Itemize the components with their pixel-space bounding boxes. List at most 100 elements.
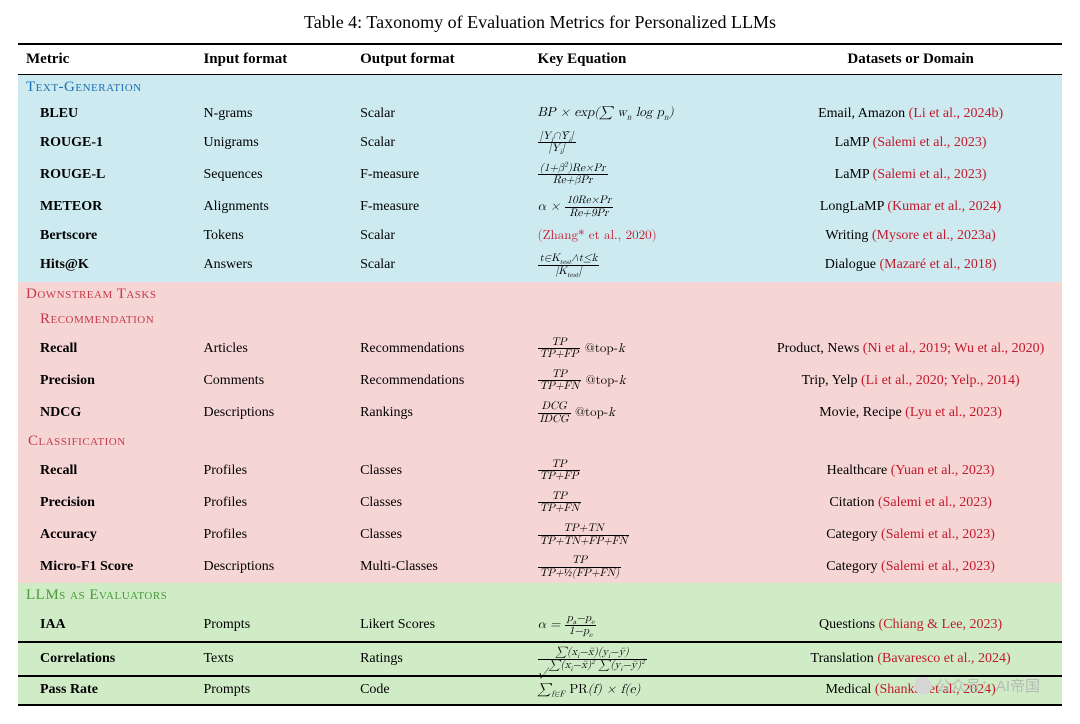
section-label-downstream: Downstream Tasks <box>18 282 1062 308</box>
output-format: Classes <box>352 519 529 551</box>
citation: (Chiang & Lee, 2023) <box>879 617 1003 632</box>
col-equation: Key Equation <box>530 44 760 75</box>
metric-name: Accuracy <box>18 519 195 551</box>
metric-name: Hits@K <box>18 249 195 281</box>
input-format: Profiles <box>195 519 352 551</box>
metrics-table: Metric Input format Output format Key Eq… <box>18 43 1062 706</box>
output-format: Rankings <box>352 397 529 429</box>
key-equation: α = pa−pe1−pe <box>530 609 760 642</box>
col-output: Output format <box>352 44 529 75</box>
metric-name: ROUGE-1 <box>18 127 195 159</box>
output-format: Code <box>352 676 529 704</box>
citation: (Mysore et al., 2023a) <box>872 228 996 243</box>
rows-classification: RecallProfilesClassesTPTP+FPHealthcare (… <box>18 455 1062 584</box>
datasets-domain: Trip, Yelp (Li et al., 2020; Yelp., 2014… <box>759 365 1062 397</box>
table-row: Micro-F1 ScoreDescriptionsMulti-ClassesT… <box>18 551 1062 583</box>
citation: (Li et al., 2024b) <box>909 106 1003 121</box>
key-equation: TPTP+FP <box>530 455 760 487</box>
datasets-domain: Translation (Bavaresco et al., 2024) <box>759 642 1062 676</box>
output-format: Scalar <box>352 127 529 159</box>
citation: (Mazaré et al., 2018) <box>880 257 997 272</box>
output-format: F-measure <box>352 191 529 223</box>
metric-name: Precision <box>18 487 195 519</box>
key-equation: DCGIDCG @top-k <box>530 397 760 429</box>
citation: (Ni et al., 2019; Wu et al., 2020) <box>863 341 1045 356</box>
output-format: Recommendations <box>352 333 529 365</box>
key-equation: ∑(xi−x̄)(yi−ȳ)√∑(xi−x̄)2 ∑(yi−ȳ)2 <box>530 642 760 676</box>
input-format: N-grams <box>195 101 352 127</box>
metric-name: Recall <box>18 455 195 487</box>
table-row: Pass RatePromptsCode∑f∈F PR(f) × f(e)Med… <box>18 676 1062 704</box>
datasets-domain: Product, News (Ni et al., 2019; Wu et al… <box>759 333 1062 365</box>
col-datasets: Datasets or Domain <box>759 44 1062 75</box>
table-row: BLEUN-gramsScalarBP × exp(∑ wn log pn)Em… <box>18 101 1062 127</box>
wechat-icon <box>914 677 932 695</box>
datasets-domain: Writing (Mysore et al., 2023a) <box>759 223 1062 249</box>
input-format: Prompts <box>195 609 352 642</box>
metric-name: Correlations <box>18 642 195 676</box>
key-equation: TPTP+FN @top-k <box>530 365 760 397</box>
rows-text-generation: BLEUN-gramsScalarBP × exp(∑ wn log pn)Em… <box>18 101 1062 282</box>
metric-name: Pass Rate <box>18 676 195 704</box>
metric-name: Recall <box>18 333 195 365</box>
section-classification: Classification <box>18 429 1062 455</box>
citation: (Salemi et al., 2023) <box>878 495 992 510</box>
table-row: Hits@KAnswersScalart∈Ktest∧t≤k|Ktest|Dia… <box>18 249 1062 281</box>
key-equation: TPTP+FN <box>530 487 760 519</box>
col-metric: Metric <box>18 44 195 75</box>
citation: (Salemi et al., 2023) <box>881 559 995 574</box>
metric-name: METEOR <box>18 191 195 223</box>
metric-name: ROUGE-L <box>18 159 195 191</box>
section-label-llms-eval: LLMs as Evaluators <box>18 583 1062 609</box>
datasets-domain: Category (Salemi et al., 2023) <box>759 551 1062 583</box>
citation: (Salemi et al., 2023) <box>881 527 995 542</box>
output-format: Likert Scores <box>352 609 529 642</box>
table-row: PrecisionCommentsRecommendationsTPTP+FN … <box>18 365 1062 397</box>
output-format: Scalar <box>352 223 529 249</box>
input-format: Unigrams <box>195 127 352 159</box>
key-equation: ∑f∈F PR(f) × f(e) <box>530 676 760 704</box>
section-label-text-generation: Text-Generation <box>18 75 1062 101</box>
table-row: IAAPromptsLikert Scoresα = pa−pe1−peQues… <box>18 609 1062 642</box>
table-row: NDCGDescriptionsRankingsDCGIDCG @top-kMo… <box>18 397 1062 429</box>
key-equation: t∈Ktest∧t≤k|Ktest| <box>530 249 760 281</box>
datasets-domain: Movie, Recipe (Lyu et al., 2023) <box>759 397 1062 429</box>
table-row: PrecisionProfilesClassesTPTP+FNCitation … <box>18 487 1062 519</box>
citation: (Salemi et al., 2023) <box>873 135 987 150</box>
metric-name: NDCG <box>18 397 195 429</box>
output-format: Scalar <box>352 101 529 127</box>
datasets-domain: Healthcare (Yuan et al., 2023) <box>759 455 1062 487</box>
citation: (Kumar et al., 2024) <box>887 199 1001 214</box>
input-format: Alignments <box>195 191 352 223</box>
col-input: Input format <box>195 44 352 75</box>
section-llms-evaluators: LLMs as Evaluators <box>18 583 1062 609</box>
input-format: Profiles <box>195 455 352 487</box>
table-row: BertscoreTokensScalar(Zhang* et al., 202… <box>18 223 1062 249</box>
input-format: Tokens <box>195 223 352 249</box>
output-format: Scalar <box>352 249 529 281</box>
section-label-recommendation: Recommendation <box>18 307 1062 333</box>
table-row: RecallProfilesClassesTPTP+FPHealthcare (… <box>18 455 1062 487</box>
table-caption: Table 4: Taxonomy of Evaluation Metrics … <box>18 12 1062 33</box>
table-row: ROUGE-LSequencesF-measure(1+β2)Re×PrRe+β… <box>18 159 1062 191</box>
metric-name: Precision <box>18 365 195 397</box>
output-format: Classes <box>352 487 529 519</box>
datasets-domain: Email, Amazon (Li et al., 2024b) <box>759 101 1062 127</box>
input-format: Prompts <box>195 676 352 704</box>
datasets-domain: Questions (Chiang & Lee, 2023) <box>759 609 1062 642</box>
watermark: 公众号：AI帝国 <box>914 675 1040 696</box>
key-equation: TP+TNTP+TN+FP+FN <box>530 519 760 551</box>
output-format: Ratings <box>352 642 529 676</box>
table-row: RecallArticlesRecommendationsTPTP+FP @to… <box>18 333 1062 365</box>
citation: (Bavaresco et al., 2024) <box>877 651 1010 666</box>
output-format: Classes <box>352 455 529 487</box>
citation: (Salemi et al., 2023) <box>873 167 987 182</box>
input-format: Articles <box>195 333 352 365</box>
datasets-domain: LaMP (Salemi et al., 2023) <box>759 127 1062 159</box>
input-format: Descriptions <box>195 397 352 429</box>
rows-llms-evaluators: IAAPromptsLikert Scoresα = pa−pe1−peQues… <box>18 609 1062 705</box>
input-format: Descriptions <box>195 551 352 583</box>
citation: (Lyu et al., 2023) <box>905 405 1002 420</box>
citation: (Li et al., 2020; Yelp., 2014) <box>861 373 1020 388</box>
table-row: AccuracyProfilesClassesTP+TNTP+TN+FP+FNC… <box>18 519 1062 551</box>
